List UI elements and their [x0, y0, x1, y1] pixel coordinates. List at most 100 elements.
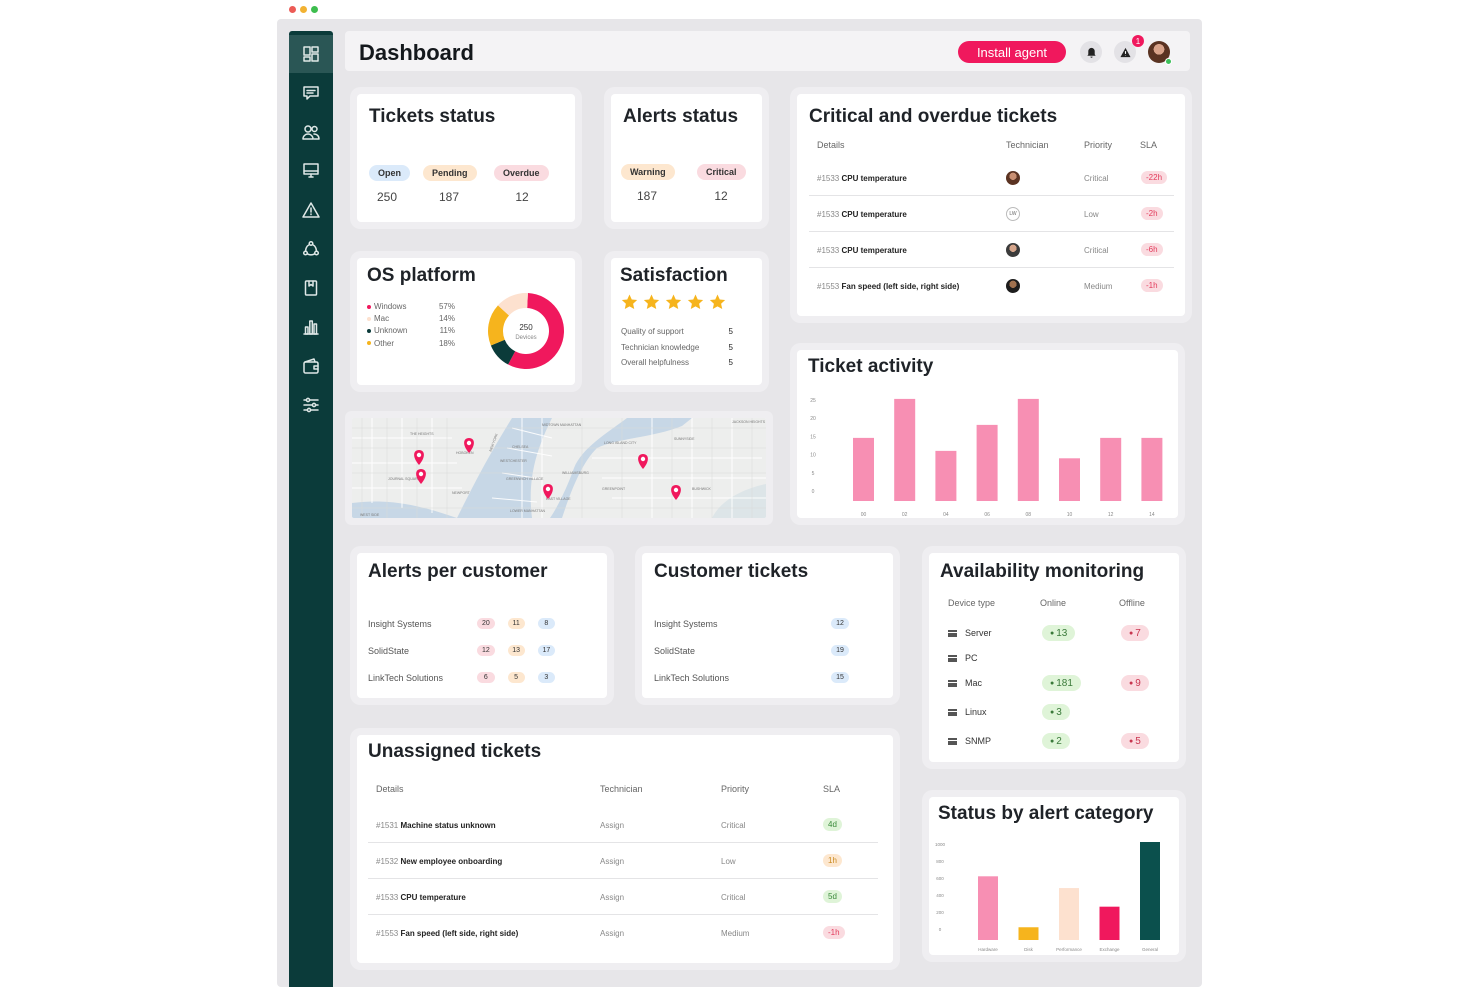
list-item[interactable]: LinkTech Solutions 15	[654, 664, 849, 691]
assign-link[interactable]: Assign	[600, 893, 625, 902]
city-map[interactable]: THE HEIGHTS HOBOKEN NEW YORK MIDTOWN MAN…	[352, 418, 766, 518]
metric-label: Overall helpfulness	[621, 358, 690, 367]
sla-badge: -1h	[1141, 279, 1163, 292]
column-header-offline: Offline	[1119, 598, 1145, 608]
x-tick-label: 02	[902, 512, 908, 518]
priority: Medium	[1084, 282, 1113, 291]
table-row[interactable]: Server ● 13 ● 7	[948, 625, 1168, 641]
table-row[interactable]: #1533 CPU temperature LW Low -2h	[809, 196, 1174, 232]
map-label: MIDTOWN MANHATTAN	[542, 423, 582, 427]
offline-count: 9	[1135, 677, 1141, 689]
table-row[interactable]: #1553 Fan speed (left side, right side) …	[368, 915, 878, 951]
ticket-name: New employee onboarding	[400, 857, 503, 866]
sidebar-item-reports[interactable]	[289, 308, 333, 346]
table-row[interactable]: Mac ● 181 ● 9	[948, 675, 1168, 691]
x-tick-label: 04	[943, 512, 949, 518]
table-row[interactable]: #1533 CPU temperature Critical -22h	[809, 160, 1174, 196]
table-row[interactable]: #1533 CPU temperature Assign Critical 5d	[368, 879, 878, 915]
map-pin-icon	[416, 469, 426, 484]
map-card[interactable]: THE HEIGHTS HOBOKEN NEW YORK MIDTOWN MAN…	[352, 418, 766, 518]
list-item[interactable]: LinkTech Solutions 6 5 3	[368, 664, 568, 691]
status-badge-overdue[interactable]: Overdue	[494, 165, 549, 181]
ticket-id: #1533	[817, 174, 840, 183]
device-type: Mac	[948, 678, 982, 688]
list-item[interactable]: SolidState 12 13 17	[368, 637, 568, 664]
status-badge-open[interactable]: Open	[369, 165, 411, 181]
sidebar-item-billing[interactable]	[289, 347, 333, 385]
server-rack-icon	[948, 679, 957, 687]
sidebar-item-alerts[interactable]	[289, 191, 333, 229]
map-label: BUSHWICK	[692, 487, 712, 491]
table-row[interactable]: Linux ● 3	[948, 704, 1168, 720]
table-row[interactable]: #1531 Machine status unknown Assign Crit…	[368, 807, 878, 843]
minimize-window-button[interactable]	[300, 6, 307, 13]
card-title: Alerts per customer	[368, 561, 548, 582]
device-label: Mac	[965, 678, 983, 688]
alert-count-badge: 6	[477, 672, 495, 683]
close-window-button[interactable]	[289, 6, 296, 13]
ticket-count-badge: 12	[831, 618, 849, 629]
pie-slice-windows	[508, 293, 564, 369]
legend-label: Other	[374, 338, 395, 348]
y-tick-label: 25	[810, 398, 816, 404]
install-agent-button[interactable]: Install agent	[958, 41, 1066, 63]
alert-warning-icon[interactable]	[1114, 41, 1136, 63]
sidebar-item-chat[interactable]	[289, 74, 333, 112]
chat-icon	[303, 86, 319, 100]
legend-label: Windows	[374, 301, 407, 311]
map-label: SUNNYSIDE	[674, 437, 695, 441]
legend-value: 11%	[439, 326, 455, 336]
sidebar-item-dashboard[interactable]	[289, 35, 333, 73]
column-header-technician: Technician	[600, 784, 643, 794]
metric-value: 5	[728, 327, 733, 336]
card-title: Critical and overdue tickets	[809, 106, 1058, 127]
table-row[interactable]: #1553 Fan speed (left side, right side) …	[809, 268, 1174, 304]
customer-name: SolidState	[654, 645, 696, 656]
table-row[interactable]: SNMP ● 2 ● 5	[948, 733, 1168, 749]
maximize-window-button[interactable]	[311, 6, 318, 13]
technician-avatar	[1006, 243, 1020, 257]
sidebar-item-settings[interactable]	[289, 386, 333, 424]
sidebar-item-documents[interactable]	[289, 269, 333, 307]
star-icon	[709, 294, 726, 310]
sidebar-item-devices[interactable]	[289, 152, 333, 190]
user-avatar[interactable]	[1148, 41, 1170, 63]
priority: Critical	[721, 821, 746, 830]
availability-monitoring-card: Availability monitoring Device type Onli…	[929, 553, 1179, 762]
x-tick-label: 12	[1108, 512, 1114, 518]
x-tick-label: 00	[861, 512, 867, 518]
list-item[interactable]: Insight Systems 20 11 8	[368, 610, 568, 637]
assign-link[interactable]: Assign	[600, 821, 625, 830]
status-badge-warning[interactable]: Warning	[621, 164, 675, 180]
x-tick-label: Performance	[1056, 947, 1082, 952]
bar	[1140, 842, 1160, 940]
assign-link[interactable]: Assign	[600, 929, 625, 938]
x-tick-label: 10	[1067, 512, 1073, 518]
priority: Low	[721, 857, 736, 866]
table-row[interactable]: PC	[948, 650, 1168, 666]
bar	[1018, 927, 1039, 940]
device-type: PC	[948, 653, 978, 663]
list-item[interactable]: Insight Systems 12	[654, 610, 849, 637]
ticket-name: Fan speed (left side, right side)	[841, 282, 960, 291]
sidebar-item-network[interactable]	[289, 230, 333, 268]
status-badge-critical[interactable]: Critical	[697, 164, 746, 180]
device-type: Linux	[948, 707, 987, 717]
priority: Critical	[721, 893, 746, 902]
ticket-name: CPU temperature	[841, 174, 907, 183]
bell-icon[interactable]	[1080, 41, 1102, 63]
column-header-details: Details	[817, 140, 845, 150]
status-by-alert-category-chart: 1000 800 600 400 200 0 Hardware Disk Performance…	[935, 842, 1160, 952]
sidebar-item-users[interactable]	[289, 113, 333, 151]
list-item[interactable]: SolidState 19	[654, 637, 849, 664]
table-row[interactable]: #1533 CPU temperature Critical -6h	[809, 232, 1174, 268]
tickets-status-card: Tickets status Open Pending Overdue 250 …	[357, 94, 575, 222]
metric-label: Quality of support	[621, 327, 684, 336]
clipboard-icon	[304, 280, 318, 296]
assign-link[interactable]: Assign	[600, 857, 625, 866]
table-row[interactable]: #1532 New employee onboarding Assign Low…	[368, 843, 878, 879]
metric-value: 5	[728, 358, 733, 367]
x-tick-label: Hardware	[978, 947, 998, 952]
critical-count: 12	[714, 189, 728, 203]
status-badge-pending[interactable]: Pending	[423, 165, 477, 181]
